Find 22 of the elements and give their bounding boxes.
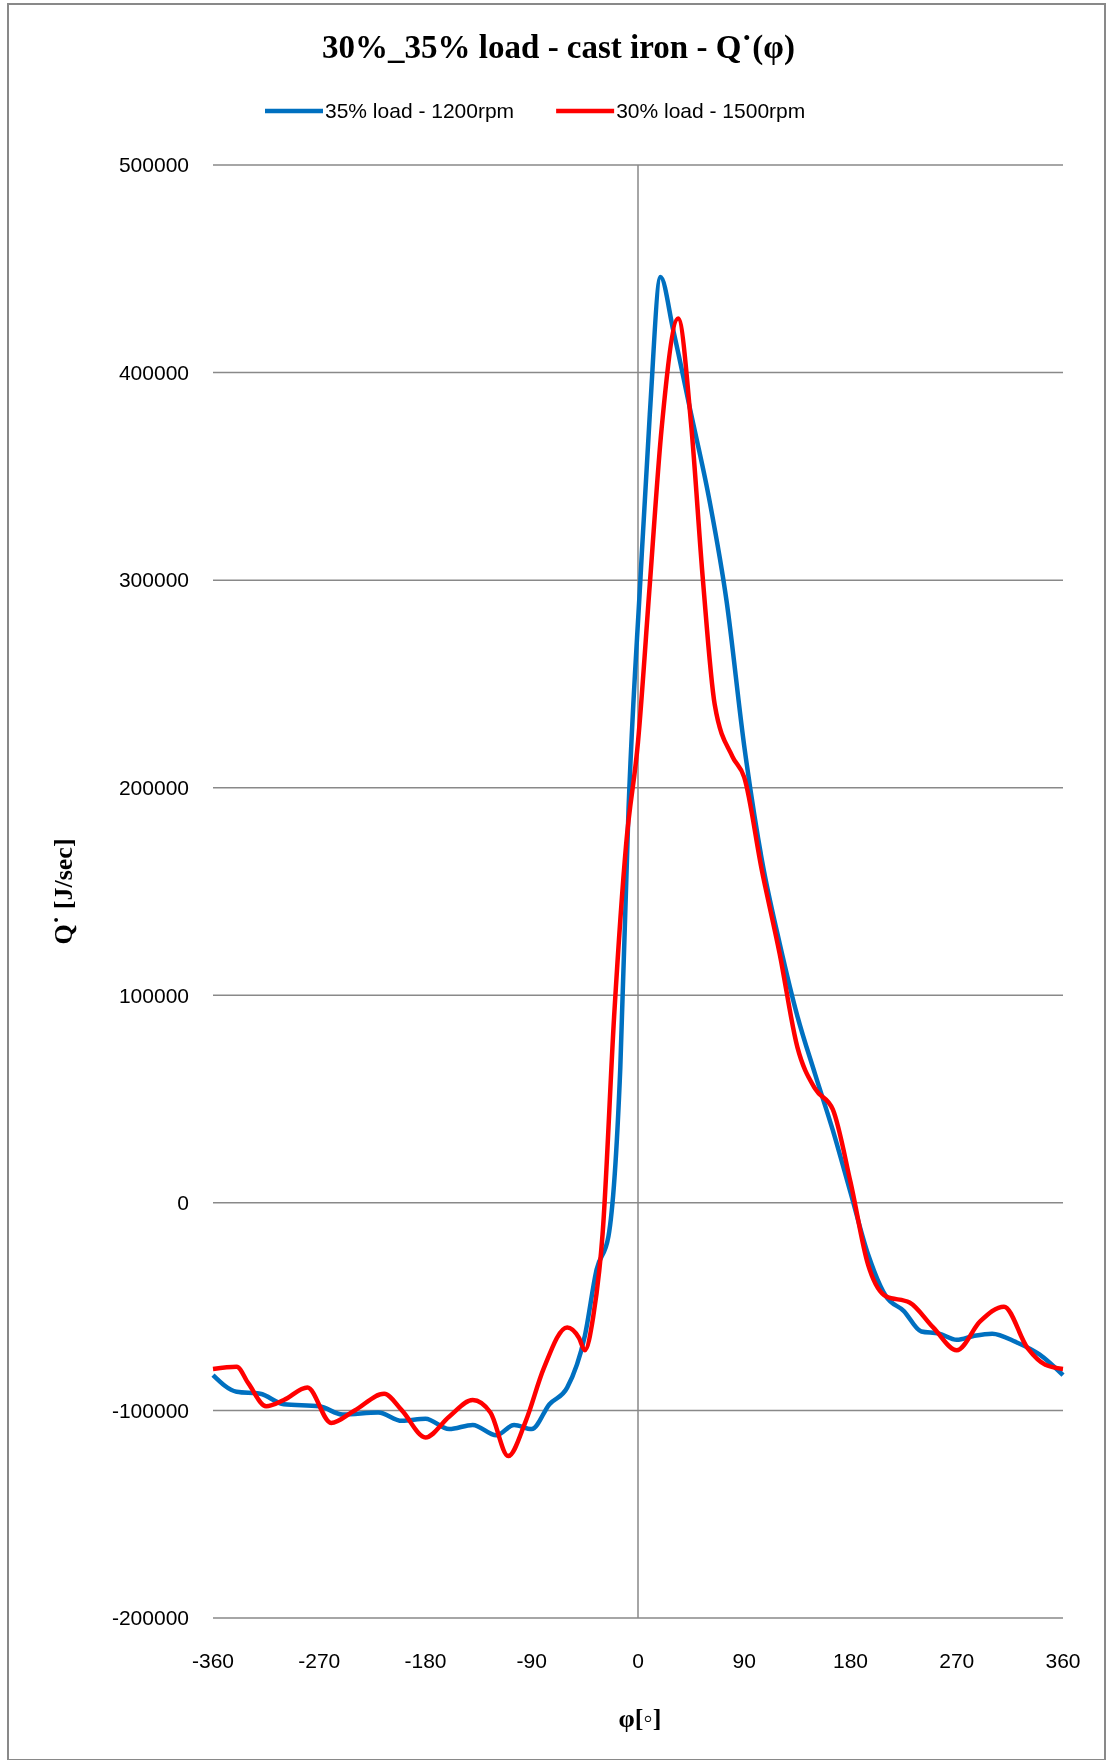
y-tick-label: 100000 [118, 983, 189, 1007]
x-tick-label: 360 [1045, 1649, 1081, 1672]
x-tick-label: 0 [632, 1649, 644, 1672]
y-tick-label: -200000 [111, 1606, 189, 1630]
y-axis-title: Q˙ [J/sec] [49, 838, 78, 945]
x-tick-label: 180 [832, 1649, 869, 1672]
legend-label: 30% load - 1500rpm [616, 99, 806, 123]
y-tick-label: 200000 [118, 776, 189, 800]
x-tick-label: -180 [404, 1649, 447, 1672]
chart-title: 30%_35% load - cast iron - Q˙(φ) [322, 29, 795, 66]
x-tick-label: 90 [732, 1649, 756, 1672]
x-tick-label: -90 [516, 1649, 547, 1672]
x-tick-label: -360 [191, 1649, 235, 1672]
legend-label: 35% load - 1200rpm [325, 99, 515, 123]
y-tick-label: 300000 [118, 568, 189, 592]
y-tick-label: 500000 [118, 153, 189, 177]
x-axis-title: φ[◦] [618, 1704, 662, 1733]
x-tick-label: -270 [298, 1649, 341, 1672]
y-tick-label: 400000 [118, 360, 189, 384]
y-tick-label: 0 [177, 1191, 189, 1215]
x-tick-label: 270 [939, 1649, 975, 1672]
y-tick-label: -100000 [111, 1398, 189, 1422]
